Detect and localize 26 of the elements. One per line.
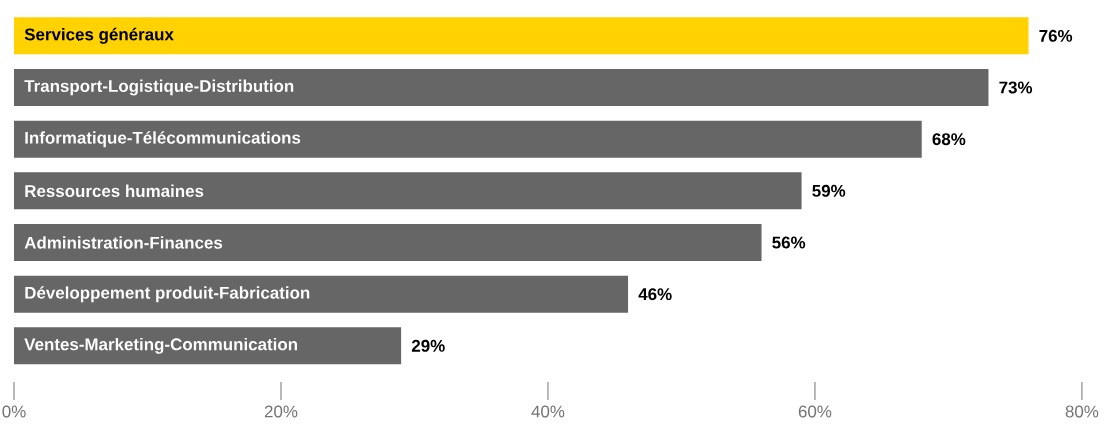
x-tick-label: 20% — [264, 405, 298, 418]
y-tick-label: Ressources humaines — [25, 184, 204, 198]
y-tick-label: Ventes-Marketing-Communication — [24, 337, 297, 354]
y-tick-label: Services généraux — [24, 27, 174, 44]
data-label: 68% — [932, 133, 966, 146]
y-tick-label: Développement produit-Fabrication — [25, 286, 310, 303]
data-label: 73% — [999, 81, 1033, 94]
bar — [14, 327, 402, 365]
bar — [14, 120, 922, 158]
x-tick-label: 80% — [1065, 405, 1099, 418]
bar — [14, 17, 1029, 55]
x-tick-label: 60% — [798, 405, 832, 418]
data-label: 46% — [638, 288, 672, 301]
bar — [14, 172, 802, 210]
y-tick-label: Administration-Finances — [24, 236, 223, 249]
data-label: 29% — [411, 339, 445, 352]
data-label: 59% — [812, 184, 846, 197]
x-tick-label: 0% — [2, 405, 26, 418]
bar — [14, 275, 629, 313]
bar — [14, 68, 989, 106]
data-label: 56% — [772, 236, 806, 249]
bar — [14, 223, 762, 261]
y-tick-label: Transport-Logistique-Distribution — [24, 79, 294, 96]
x-tick-label: 40% — [531, 405, 565, 418]
data-label: 76% — [1039, 29, 1073, 42]
y-tick-label: Informatique-Télécommunications — [25, 131, 301, 148]
